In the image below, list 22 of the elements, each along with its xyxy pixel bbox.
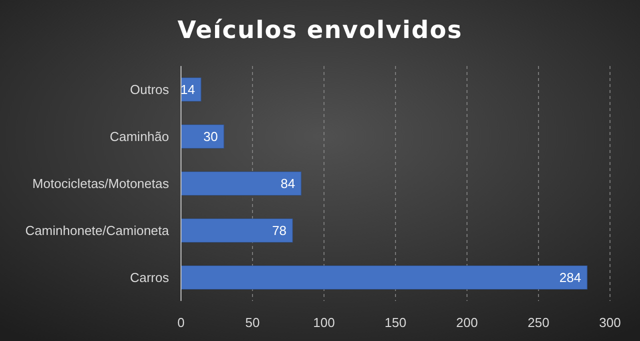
bar	[180, 218, 293, 242]
chart-title: Veículos envolvidos	[178, 16, 462, 44]
y-tick-label: Caminhonete/Camioneta	[25, 223, 170, 238]
y-tick-label: Carros	[130, 270, 170, 286]
data-label: 284	[559, 270, 582, 286]
x-tick-label: 0	[177, 315, 185, 330]
x-tick-label: 250	[528, 315, 550, 330]
y-tick-label: Outros	[130, 82, 170, 98]
bar	[180, 266, 588, 290]
x-tick-label: 300	[599, 315, 621, 330]
bar	[180, 172, 302, 196]
y-tick-label: Caminhão	[110, 129, 169, 144]
x-tick-label: 50	[245, 315, 260, 330]
x-tick-label: 200	[456, 315, 478, 330]
bar	[180, 124, 224, 148]
y-tick-label: Motocicletas/Motonetas	[32, 176, 170, 192]
data-label: 14	[180, 82, 196, 98]
data-label: 78	[272, 223, 287, 238]
x-tick-label: 150	[384, 315, 406, 330]
data-label: 30	[203, 129, 218, 144]
x-tick-label: 100	[313, 315, 335, 330]
data-label: 84	[280, 176, 296, 192]
